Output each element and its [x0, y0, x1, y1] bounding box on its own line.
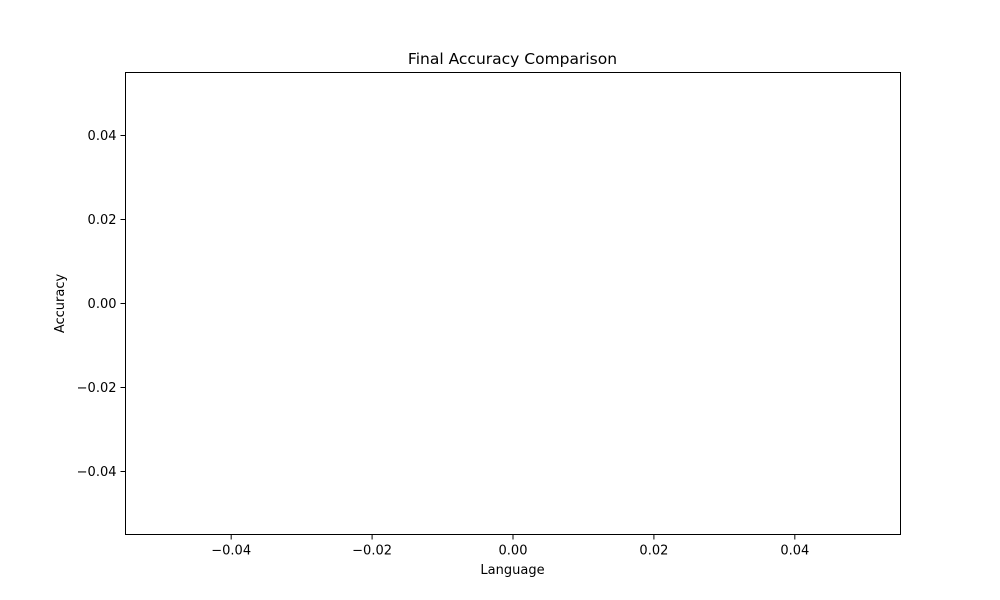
y-axis-ticks: −0.04 −0.02 0.00 0.02 0.04 [77, 129, 126, 480]
chart-title: Final Accuracy Comparison [408, 50, 617, 68]
x-axis-label: Language [480, 563, 544, 578]
y-tick-label: −0.04 [77, 465, 117, 480]
y-axis-label: Accuracy [53, 274, 68, 334]
x-tick-label: 0.04 [780, 544, 809, 559]
y-tick-label: 0.02 [88, 213, 117, 228]
x-tick-label: −0.04 [211, 544, 251, 559]
x-axis-ticks: −0.04 −0.02 0.00 0.02 0.04 [211, 534, 809, 559]
y-tick-label: 0.00 [88, 297, 117, 312]
x-tick-label: 0.00 [499, 544, 528, 559]
y-tick-label: 0.04 [88, 129, 117, 144]
y-tick-label: −0.02 [77, 381, 117, 396]
x-tick-label: −0.02 [352, 544, 392, 559]
x-tick-label: 0.02 [639, 544, 668, 559]
